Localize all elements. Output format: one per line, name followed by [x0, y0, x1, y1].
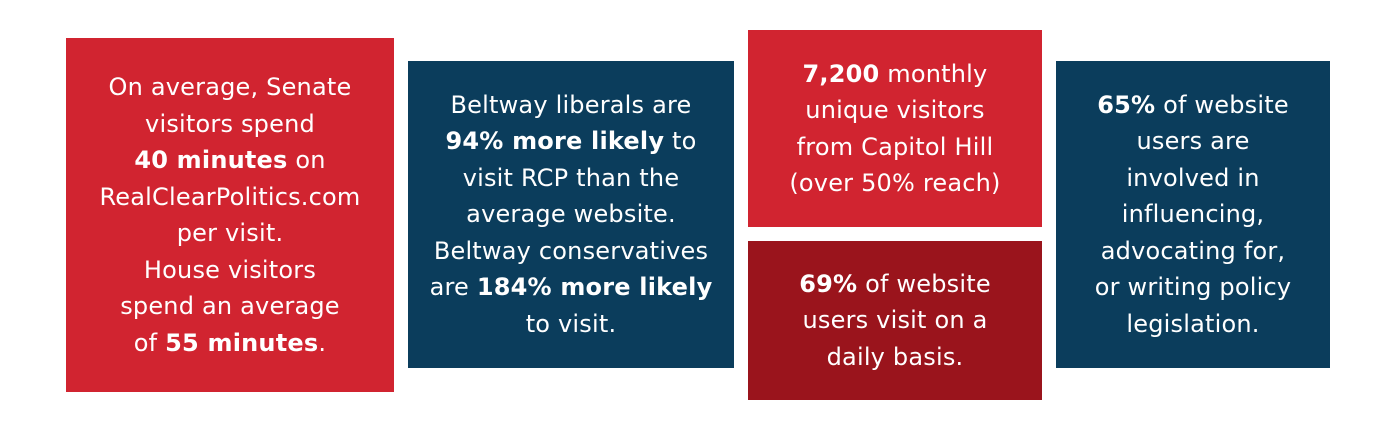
stat-highlight: 94% more likely [445, 127, 665, 156]
stat-highlight: 184% more likely [476, 273, 713, 302]
stat-tile-senate-time: On average, Senate visitors spend 40 min… [66, 38, 394, 392]
stat-text: 65% of website users are involved in inf… [1095, 87, 1292, 343]
stat-line: visitors spend [145, 109, 315, 138]
stat-line: influencing, [1121, 200, 1265, 229]
stat-line: spend an average [120, 292, 340, 320]
stat-line: from Capitol Hill [796, 132, 994, 161]
stat-line: advocating for, [1100, 236, 1286, 265]
stat-line: 94% more likely to [445, 127, 697, 156]
stat-line: involved in [1126, 163, 1260, 192]
stat-line: are 184% more likely [429, 273, 713, 302]
stat-text: On average, Senate visitors spend 40 min… [99, 69, 360, 361]
stat-tile-capitol-hill-visitors: 7,200 monthly unique visitors from Capit… [748, 30, 1042, 227]
stat-line: of 55 minutes. [133, 328, 327, 357]
stat-highlight: 40 minutes [134, 146, 288, 174]
stat-line: RealClearPolitics.com [99, 182, 361, 211]
stat-line: daily basis. [826, 342, 964, 371]
stat-tile-policy-influence: 65% of website users are involved in inf… [1056, 61, 1330, 368]
stat-tile-beltway-likelihood: Beltway liberals are 94% more likely to … [408, 61, 734, 368]
stat-highlight: 55 minutes [165, 328, 319, 357]
stat-line: House visitors [143, 255, 317, 284]
stat-line: or writing policy [1094, 273, 1292, 302]
stat-line: users are [1136, 127, 1250, 156]
stat-line: 65% of website [1097, 90, 1289, 119]
stat-line: 40 minutes on [134, 146, 326, 174]
stat-line: On average, Senate [108, 73, 352, 101]
stat-text: 7,200 monthly unique visitors from Capit… [789, 56, 1000, 202]
stat-tile-daily-visits: 69% of website users visit on a daily ba… [748, 241, 1042, 400]
stat-line: visit RCP than the [462, 163, 680, 192]
stat-text: 69% of website users visit on a daily ba… [799, 266, 991, 376]
stat-line: legislation. [1126, 309, 1260, 338]
stat-highlight: 65% [1097, 90, 1156, 119]
stat-line: to visit. [525, 309, 617, 338]
stat-line: Beltway liberals are [450, 90, 692, 119]
stat-highlight: 7,200 [802, 59, 880, 88]
stat-line: unique visitors [805, 96, 985, 124]
stat-line: per visit. [176, 219, 284, 247]
stat-line: 69% of website [799, 269, 991, 298]
stat-text: Beltway liberals are 94% more likely to … [430, 87, 713, 343]
stat-line: users visit on a [802, 306, 988, 335]
stat-highlight: 69% [799, 269, 858, 298]
stat-line: Beltway conservatives [433, 236, 709, 265]
stat-line: (over 50% reach) [789, 169, 1001, 197]
stat-line: 7,200 monthly [802, 59, 988, 88]
stat-line: average website. [466, 200, 676, 229]
